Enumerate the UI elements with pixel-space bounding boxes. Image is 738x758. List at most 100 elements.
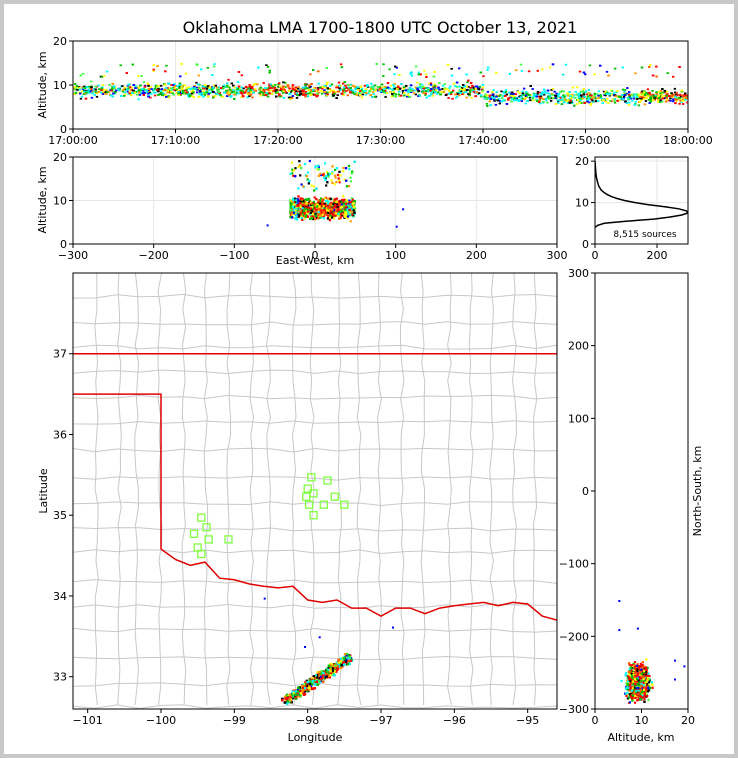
- time-source: [639, 96, 642, 98]
- ew-source: [308, 206, 311, 209]
- time-source: [450, 93, 453, 96]
- time-source: [304, 90, 307, 93]
- time-source: [371, 88, 375, 90]
- time-source: [325, 67, 328, 69]
- time-source: [587, 89, 591, 92]
- time-source: [641, 96, 645, 99]
- time-source: [197, 88, 201, 91]
- time-source: [599, 64, 602, 67]
- ew-source: [325, 175, 328, 178]
- ew-source: [297, 204, 300, 207]
- time-source: [547, 97, 551, 100]
- time-source: [628, 95, 631, 97]
- time-source: [519, 96, 523, 98]
- time-source: [313, 87, 316, 90]
- time-source: [276, 86, 280, 88]
- time-source: [594, 97, 597, 100]
- ew-source: [341, 212, 344, 216]
- time-source: [205, 87, 208, 90]
- ew-source: [298, 164, 301, 167]
- time-source: [355, 93, 358, 96]
- time-source: [319, 90, 323, 93]
- time-source: [253, 83, 256, 85]
- ew-source: [324, 204, 327, 207]
- time-source: [279, 95, 282, 98]
- time-source: [258, 88, 261, 91]
- x-tick-label-5: 17:50:00: [561, 134, 610, 147]
- time-source: [212, 96, 215, 99]
- ew-source: [327, 200, 330, 203]
- time-source: [187, 96, 191, 98]
- time-source: [221, 96, 224, 98]
- time-source: [305, 87, 309, 90]
- time-source: [607, 102, 610, 104]
- time-source: [456, 95, 459, 98]
- time-source: [193, 85, 196, 87]
- ew-source: [294, 217, 297, 220]
- county-line-parallel: [73, 447, 557, 453]
- time-source: [170, 91, 173, 93]
- time-source: [264, 87, 267, 89]
- time-source: [312, 69, 315, 71]
- time-source: [90, 96, 94, 99]
- time-source: [249, 89, 252, 92]
- time-source: [623, 90, 626, 93]
- time-source: [275, 95, 278, 98]
- county-line-meridian: [266, 273, 272, 706]
- time-source: [316, 90, 319, 92]
- time-source: [621, 66, 624, 69]
- time-source: [170, 84, 173, 86]
- time-source: [357, 87, 360, 90]
- time-source: [145, 91, 148, 94]
- time-source: [412, 92, 416, 95]
- time-source: [298, 94, 301, 97]
- time-source: [438, 82, 441, 84]
- time-source: [513, 97, 516, 100]
- x-tick-label-3: 17:30:00: [356, 134, 405, 147]
- time-source: [245, 89, 248, 92]
- time-source: [449, 85, 452, 88]
- time-source: [451, 97, 454, 100]
- time-source: [316, 92, 319, 95]
- ew-source: [324, 211, 327, 214]
- ew-source: [298, 202, 301, 205]
- time-source: [323, 89, 326, 91]
- time-source: [536, 69, 539, 72]
- time-source: [341, 92, 344, 95]
- time-source: [665, 94, 668, 97]
- time-source: [325, 83, 328, 86]
- time-source: [390, 95, 394, 98]
- county-line-parallel: [73, 420, 557, 425]
- time-source: [203, 93, 207, 96]
- time-source: [262, 82, 265, 84]
- time-source: [670, 92, 673, 95]
- time-source: [465, 85, 469, 88]
- time-source: [381, 86, 384, 89]
- time-source: [158, 84, 161, 87]
- time-source: [393, 82, 396, 85]
- time-source: [321, 87, 324, 90]
- time-source: [157, 88, 160, 90]
- time-source: [643, 103, 647, 106]
- ew-source: [310, 184, 313, 187]
- ew-source: [338, 170, 341, 173]
- time-source: [637, 95, 640, 97]
- time-source: [339, 63, 343, 66]
- ew-source: [303, 212, 306, 215]
- time-source: [626, 87, 629, 89]
- time-source: [180, 63, 183, 65]
- time-source: [395, 66, 398, 69]
- time-source: [371, 96, 374, 98]
- time-source: [538, 101, 541, 103]
- time-source: [78, 88, 81, 91]
- time-source: [246, 93, 250, 95]
- time-source: [500, 90, 503, 93]
- ew-source: [338, 179, 341, 182]
- time-source: [120, 95, 123, 97]
- time-source: [599, 94, 602, 96]
- ew-source: [331, 212, 334, 215]
- time-source: [418, 86, 422, 89]
- ew-source: [292, 211, 295, 214]
